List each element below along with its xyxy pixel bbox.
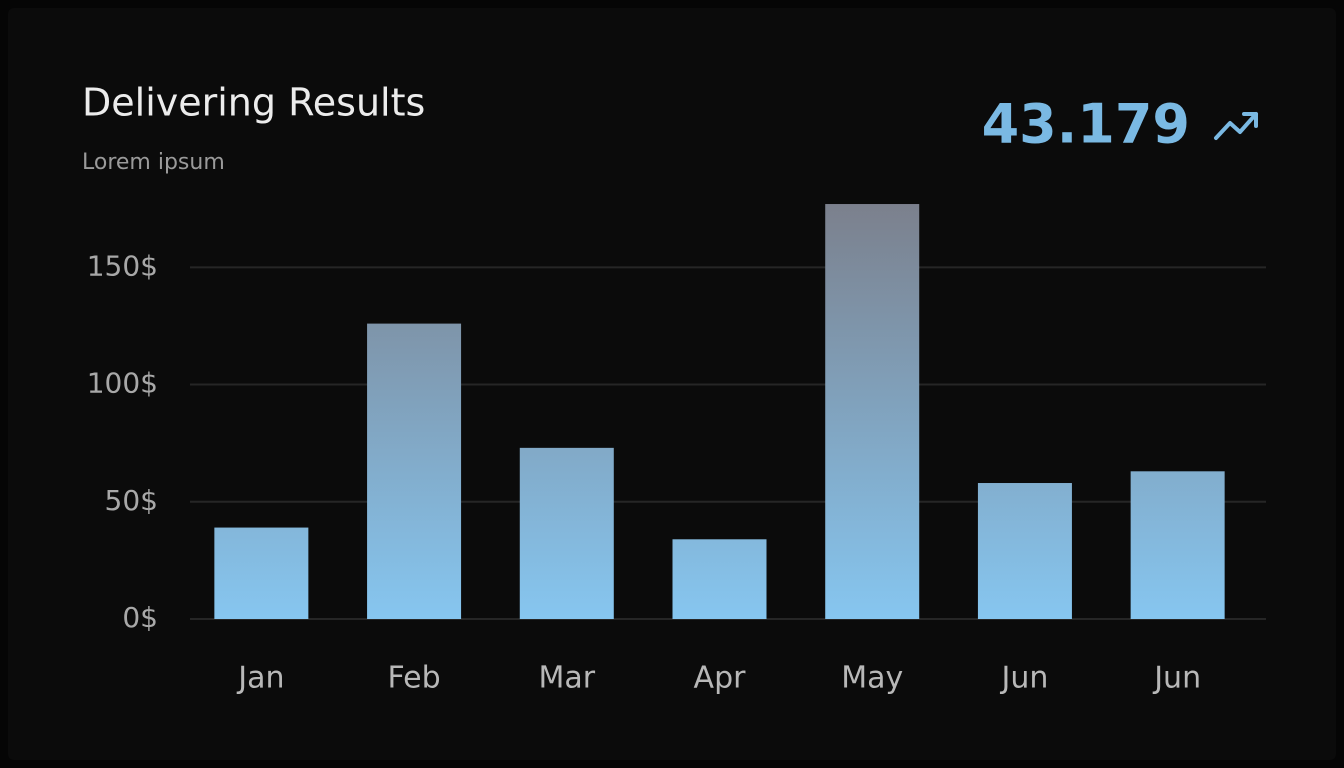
x-tick-label: Jan: [236, 661, 284, 696]
y-tick-label: 50$: [105, 484, 158, 517]
bar: [367, 323, 462, 619]
subtitle: Lorem ipsum: [82, 150, 225, 175]
bar: [825, 204, 920, 620]
y-tick-label: 150$: [87, 249, 158, 282]
bar: [214, 527, 309, 619]
bar: [1130, 471, 1225, 619]
kpi: 43.179: [982, 93, 1190, 156]
y-tick-label: 0$: [122, 601, 158, 634]
title: Delivering Results: [82, 81, 425, 125]
x-tick-label: Apr: [694, 661, 747, 696]
x-tick-label: Jun: [1152, 661, 1201, 696]
y-tick-label: 100$: [87, 367, 158, 400]
bar: [519, 447, 614, 619]
bar: [672, 539, 767, 619]
x-tick-label: Jun: [999, 661, 1048, 696]
x-tick-label: May: [841, 661, 903, 696]
bar: [977, 483, 1072, 619]
x-tick-label: Mar: [538, 661, 595, 696]
trend-icon: [1214, 112, 1258, 140]
x-tick-label: Feb: [388, 661, 441, 696]
